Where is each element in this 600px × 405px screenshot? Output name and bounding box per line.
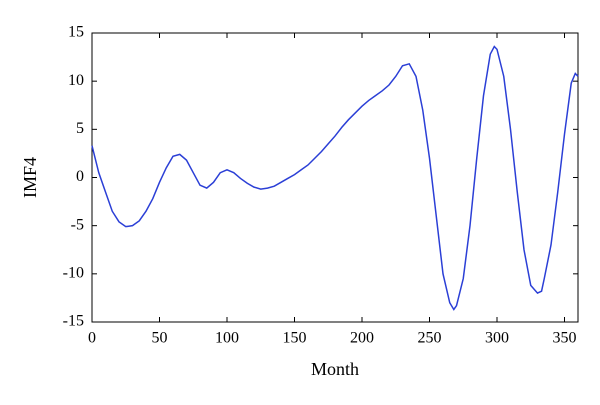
x-tick-label: 250 <box>418 330 442 347</box>
x-tick-label: 150 <box>283 330 307 347</box>
y-tick-label: 10 <box>68 72 84 89</box>
x-axis-label: Month <box>311 359 359 379</box>
x-tick-label: 0 <box>88 330 96 347</box>
x-tick-label: 50 <box>152 330 168 347</box>
x-tick-label: 100 <box>215 330 239 347</box>
y-tick-label: -10 <box>63 265 84 282</box>
x-tick-label: 350 <box>553 330 577 347</box>
plot-frame <box>91 32 579 323</box>
y-tick-label: -5 <box>71 216 84 233</box>
x-tick-label: 200 <box>350 330 374 347</box>
y-tick-label: -15 <box>63 313 84 330</box>
y-tick-label: 0 <box>76 168 84 185</box>
y-axis-label: IMF4 <box>20 157 40 198</box>
y-tick-label: 15 <box>68 24 84 41</box>
y-tick-label: 5 <box>76 120 84 137</box>
data-line <box>91 45 579 311</box>
x-tick-label: 300 <box>485 330 509 347</box>
